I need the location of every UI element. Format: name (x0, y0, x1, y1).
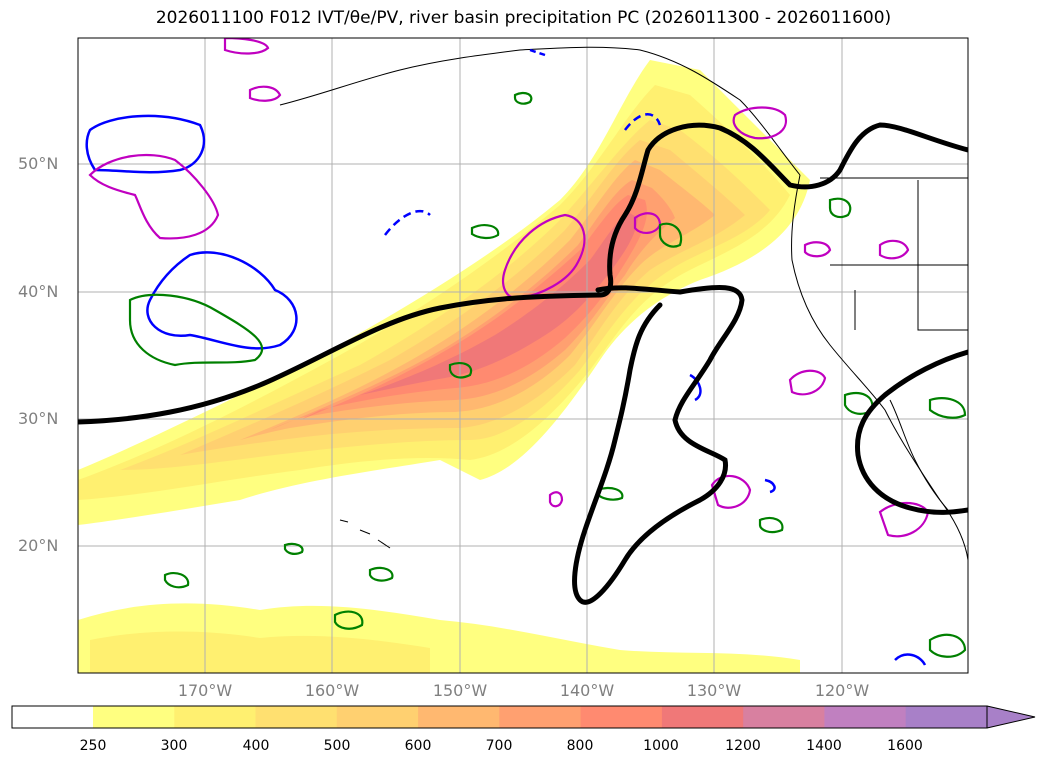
jet-contour-main (78, 122, 968, 425)
colorbar-cell (824, 706, 907, 728)
theta-contour-3 (513, 91, 533, 105)
colorbar-cell (336, 706, 419, 728)
colorbar-under (12, 706, 93, 728)
pv-contour-small-3 (878, 239, 910, 260)
lat-label-20: 20°N (18, 536, 59, 555)
colorbar-cell (661, 706, 744, 728)
lat-label-30: 30°N (18, 409, 59, 428)
colorbar-tick-label: 500 (323, 738, 351, 754)
colorbar-cell (905, 706, 988, 728)
lon-label-150w: 150°W (432, 681, 488, 700)
colorbar-tick-label: 400 (242, 738, 270, 754)
blue-contours (85, 48, 927, 666)
blue-contour-w (146, 251, 298, 350)
pv-contour-small-1 (548, 491, 564, 508)
blue-contour-nw (85, 114, 206, 174)
theta-contour-12 (928, 397, 967, 419)
lat-label-40: 40°N (18, 282, 59, 301)
blue-contour-e (689, 373, 702, 402)
colorbar-cell (418, 706, 500, 728)
pv-contour-nw (88, 153, 220, 240)
blue-contour-e2 (764, 478, 776, 494)
ivt-patch-south-inner (90, 631, 430, 673)
colorbar-frame (11, 705, 988, 729)
theta-contour-4 (596, 486, 624, 501)
colorbar-tick-label: 250 (79, 738, 107, 754)
blue-contour-dash-1 (384, 209, 431, 236)
state-lines (830, 180, 968, 331)
colorbar-cell (174, 706, 257, 728)
colorbar-cell (580, 706, 663, 728)
jet-contours (78, 122, 968, 605)
colorbar-tick-label: 1600 (887, 738, 923, 754)
colorbar-tick-label: 700 (485, 738, 513, 754)
colorbar-tick-label: 1000 (643, 738, 679, 754)
jet-contour-trough (572, 285, 745, 605)
blue-contour-dash-3 (624, 113, 662, 131)
theta-contour-8 (333, 610, 364, 630)
colorbar-cell (93, 706, 175, 728)
colorbar-cell (255, 706, 338, 728)
colorbar-extend-arrow (987, 706, 1035, 728)
lon-label-170w: 170°W (177, 681, 233, 700)
theta-contours (128, 91, 967, 658)
colorbar (11, 705, 1036, 729)
theta-contour-9 (163, 571, 190, 589)
theta-contour-7 (928, 633, 967, 658)
pv-contour-small-2 (803, 241, 832, 258)
theta-contour-10 (828, 197, 852, 219)
theta-contour-14 (283, 542, 304, 555)
theta-contour-2 (448, 361, 473, 379)
theta-contour-11 (658, 222, 683, 248)
colorbar-tick-label: 600 (404, 738, 432, 754)
theta-contour-5 (758, 516, 784, 534)
map-title: 2026011100 F012 IVT/θe/PV, river basin p… (155, 8, 892, 28)
colorbar-tick-label: 800 (566, 738, 594, 754)
lon-label-120w: 120°W (814, 681, 870, 700)
pv-contour-top-2 (248, 85, 282, 102)
coast-baja (889, 399, 949, 511)
lat-label-50: 50°N (18, 154, 59, 173)
theta-contour-w (128, 293, 263, 367)
pv-contour-e1 (788, 369, 827, 396)
blue-contour-se (894, 653, 927, 666)
pv-contours (88, 38, 930, 538)
theta-contour-1 (470, 224, 500, 240)
coast-alaska (279, 46, 801, 176)
colorbar-tick-label: 1400 (806, 738, 842, 754)
colorbar-cell (743, 706, 825, 728)
lon-label-160w: 160°W (304, 681, 360, 700)
pv-contour-top-1 (223, 38, 270, 55)
jet-contour-se (854, 349, 968, 515)
ivt-band-1000 (360, 212, 638, 395)
blue-contour-dash-2 (529, 48, 546, 57)
coast-hawaii (339, 519, 391, 549)
colorbar-tick-label: 300 (160, 738, 188, 754)
pv-contour-ne (732, 106, 788, 140)
coastlines (279, 46, 968, 561)
colorbar-tick-label: 1200 (725, 738, 761, 754)
lon-label-130w: 130°W (686, 681, 742, 700)
colorbar-cell (499, 706, 582, 728)
theta-contour-13 (368, 566, 394, 582)
map-frame (77, 37, 969, 674)
lon-label-140w: 140°W (559, 681, 615, 700)
